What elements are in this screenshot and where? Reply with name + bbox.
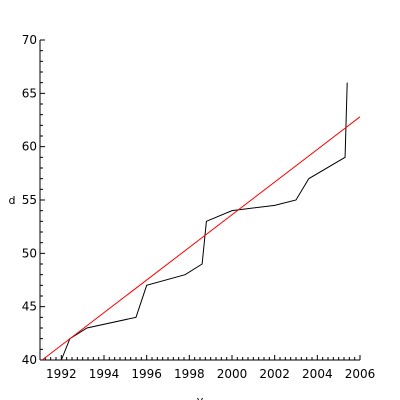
y-ticks: 40 45 50 55 60 65 70 [22, 33, 45, 367]
x-tick-label: 2004 [302, 367, 333, 381]
x-tick-label: 1994 [89, 367, 120, 381]
x-ticks: 1992 1994 1996 1998 2000 2002 2004 2006 [39, 355, 376, 381]
x-axis: 1992 1994 1996 1998 2000 2002 2004 2006 y [39, 355, 376, 400]
x-axis-label: y [197, 394, 204, 400]
x-tick-label: 2006 [345, 367, 376, 381]
x-tick-label: 2002 [259, 367, 290, 381]
y-tick-label: 40 [22, 353, 37, 367]
x-tick-label: 2000 [217, 367, 248, 381]
x-tick-label: 1992 [46, 367, 77, 381]
x-tick-label: 1996 [131, 367, 162, 381]
data-series-line [60, 82, 348, 361]
y-tick-label: 50 [22, 246, 37, 260]
x-tick-label: 1998 [174, 367, 205, 381]
y-tick-label: 45 [22, 300, 37, 314]
series-layer [41, 82, 361, 361]
y-tick-label: 55 [22, 193, 37, 207]
y-axis-label: d [9, 194, 16, 207]
y-tick-label: 60 [22, 140, 37, 154]
y-axis: 40 45 50 55 60 65 70 d [9, 33, 45, 367]
y-tick-label: 65 [22, 86, 37, 100]
trend-line [41, 116, 361, 361]
y-tick-label: 70 [22, 33, 37, 47]
